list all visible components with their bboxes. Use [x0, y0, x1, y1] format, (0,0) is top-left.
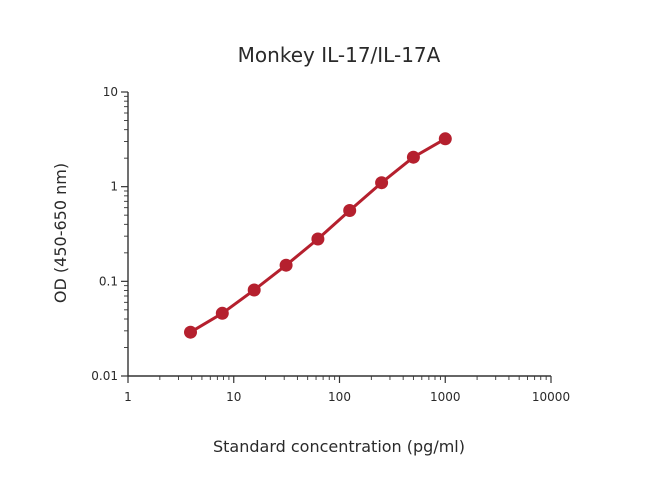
data-point	[279, 258, 293, 272]
x-axis-label: Standard concentration (pg/ml)	[213, 437, 465, 456]
y-tick-label: 10	[103, 85, 118, 99]
data-point	[184, 325, 197, 339]
y-axis-label: OD (450-650 nm)	[51, 163, 70, 303]
tick-labels: 1 10 100 1000 10000 0.01 0.1 1 10	[91, 85, 570, 404]
x-tick-label: 100	[328, 390, 351, 404]
data-point	[247, 283, 261, 297]
x-tick-label: 10000	[532, 390, 570, 404]
tick-marks	[121, 91, 552, 383]
x-tick-label: 10	[226, 390, 241, 404]
x-tick-label: 1000	[430, 390, 461, 404]
y-tick-label: 0.1	[99, 274, 118, 288]
chart-title: Monkey IL-17/IL-17A	[238, 43, 441, 67]
x-tick-label: 1	[124, 390, 132, 404]
y-tick-label: 1	[110, 180, 118, 194]
data-point	[406, 150, 420, 164]
data-point	[311, 232, 325, 246]
data-point	[215, 306, 229, 320]
y-tick-label: 0.01	[91, 369, 118, 383]
data-point	[438, 132, 452, 146]
data-point	[343, 204, 357, 217]
data-series	[184, 132, 452, 339]
data-point	[375, 176, 389, 190]
